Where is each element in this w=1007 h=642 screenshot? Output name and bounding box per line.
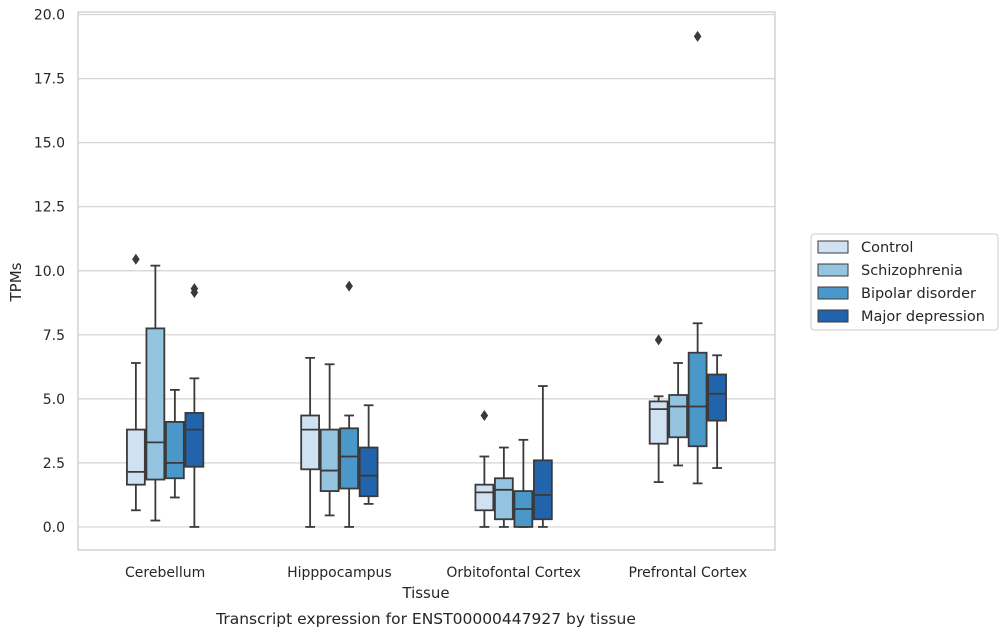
box-outlier bbox=[190, 283, 199, 295]
box-body bbox=[184, 412, 205, 468]
box-outlier bbox=[693, 30, 702, 42]
y-tick-label: 15.0 bbox=[34, 136, 65, 152]
box-group bbox=[707, 354, 727, 469]
legend-swatch bbox=[817, 286, 849, 300]
box-body bbox=[533, 459, 553, 521]
box-body bbox=[358, 446, 379, 498]
legend-swatch bbox=[817, 263, 849, 277]
y-tick-label: 7.5 bbox=[43, 328, 65, 344]
box-body bbox=[145, 327, 166, 481]
plot-boxes bbox=[126, 30, 727, 528]
box-group bbox=[319, 363, 340, 517]
legend-swatch bbox=[817, 240, 849, 254]
y-tick-label: 10.0 bbox=[34, 264, 65, 280]
box-group bbox=[165, 388, 185, 499]
legend-label: Bipolar disorder bbox=[861, 286, 976, 302]
box-outlier bbox=[132, 253, 140, 265]
box-group bbox=[648, 334, 669, 484]
box-group bbox=[668, 362, 688, 467]
box-group bbox=[474, 410, 495, 528]
box-group bbox=[687, 30, 708, 485]
legend-swatch bbox=[817, 309, 849, 323]
box-body bbox=[687, 351, 708, 448]
box-outlier bbox=[654, 334, 663, 346]
box-body bbox=[319, 428, 340, 492]
box-outlier bbox=[480, 410, 489, 421]
y-tick-label: 2.5 bbox=[43, 456, 65, 472]
box-body bbox=[707, 373, 727, 422]
x-tick-labels: Cerebellum Hipppocampus Orbitofontal Corte… bbox=[125, 565, 747, 581]
box-group bbox=[513, 438, 534, 528]
y-tick-label: 5.0 bbox=[43, 392, 65, 408]
x-tick-label: Orbitofontal Cortex bbox=[446, 565, 581, 581]
x-axis-label: Tissue bbox=[401, 584, 449, 602]
x-tick-label: Hipppocampus bbox=[287, 565, 392, 581]
y-tick-labels: 0.0 2.5 5.0 7.5 10.0 12.5 15.0 17.5 20.0 bbox=[34, 8, 65, 536]
box-body bbox=[339, 427, 359, 490]
y-tick-label: 20.0 bbox=[34, 8, 65, 24]
chart-caption: Transcript expression for ENST0000044792… bbox=[215, 610, 636, 628]
box-body bbox=[165, 421, 185, 480]
box-group bbox=[533, 385, 553, 528]
x-tick-label: Prefrontal Cortex bbox=[629, 565, 748, 581]
plot-frame bbox=[77, 11, 776, 551]
box-body bbox=[126, 428, 146, 486]
box-body bbox=[668, 394, 688, 439]
box-group bbox=[494, 446, 514, 528]
box-body bbox=[648, 400, 669, 445]
legend-frame bbox=[810, 233, 999, 331]
box-body bbox=[494, 477, 514, 521]
box-group bbox=[358, 404, 379, 505]
x-tick-label: Cerebellum bbox=[125, 565, 205, 581]
y-tick-label: 17.5 bbox=[34, 72, 65, 88]
box-group bbox=[126, 253, 146, 512]
legend-label: Major depression bbox=[861, 309, 985, 325]
box-body bbox=[300, 414, 320, 471]
box-group bbox=[145, 264, 166, 522]
box-group bbox=[184, 283, 205, 528]
box-body bbox=[474, 483, 495, 512]
legend-label: Control bbox=[861, 240, 913, 256]
legend-label: Schizophrenia bbox=[861, 263, 963, 279]
box-outlier bbox=[345, 280, 353, 292]
legend: Control Schizophrenia Bipolar disorder Majo… bbox=[810, 233, 999, 331]
box-group bbox=[339, 280, 359, 528]
box-group bbox=[300, 356, 320, 528]
y-tick-label: 12.5 bbox=[34, 200, 65, 216]
legend-items: Control Schizophrenia Bipolar disorder Majo… bbox=[817, 240, 985, 325]
y-tick-label: 0.0 bbox=[43, 520, 65, 536]
y-axis-label: TPMs bbox=[7, 262, 25, 302]
